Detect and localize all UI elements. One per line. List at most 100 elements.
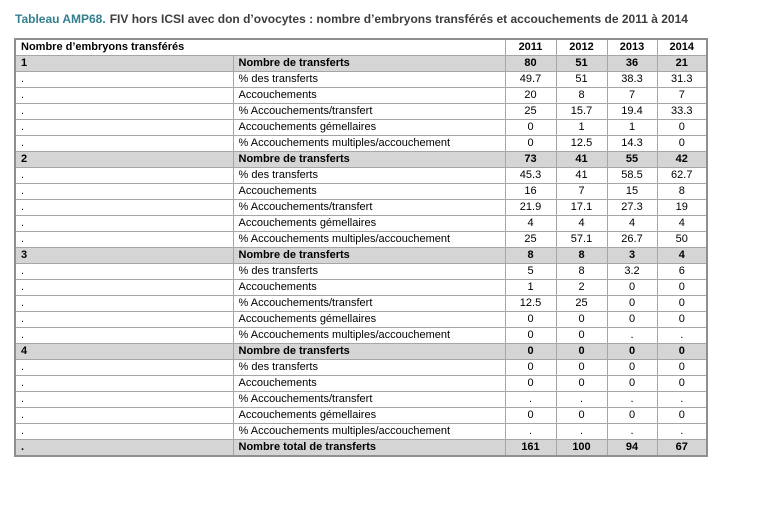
value-cell-2014: 50 — [656, 231, 708, 248]
results-table: Nombre d’embryons transférés 2011 2012 2… — [14, 38, 708, 457]
value-cell-2012: 41 — [555, 151, 608, 168]
table-row: .% des transferts 5 8 3.2 6 — [14, 263, 708, 280]
metric-label-cell: Accouchements — [232, 183, 506, 200]
value-cell-2014: 0 — [656, 119, 708, 136]
value-cell-2013: 15 — [606, 183, 658, 200]
value-cell-2011: 45.3 — [504, 167, 557, 184]
group-number-cell: . — [14, 311, 234, 328]
value-cell-2013: . — [606, 423, 658, 440]
value-cell-2014: 42 — [656, 151, 708, 168]
value-cell-2013: 36 — [606, 55, 658, 72]
table-row: . Accouchements 0 0 0 0 — [14, 375, 708, 392]
value-cell-2011: 1 — [504, 279, 557, 296]
value-cell-2014: 62.7 — [656, 167, 708, 184]
table-row: .% des transferts 0 0 0 0 — [14, 359, 708, 376]
value-cell-2012: 25 — [555, 295, 608, 312]
value-cell-2013: 0 — [606, 311, 658, 328]
value-cell-2011: 25 — [504, 231, 557, 248]
value-cell-2013: . — [606, 391, 658, 408]
value-cell-2012: 0 — [555, 311, 608, 328]
group-number-cell: . — [14, 295, 234, 312]
value-cell-2011: . — [504, 391, 557, 408]
value-cell-2014: 33.3 — [656, 103, 708, 120]
value-cell-2014: 6 — [656, 263, 708, 280]
value-cell-2012: 15.7 — [555, 103, 608, 120]
value-cell-2014: 19 — [656, 199, 708, 216]
value-cell-2011: 21.9 — [504, 199, 557, 216]
table-row: . Accouchements 16 7 15 8 — [14, 183, 708, 200]
value-cell-2012: . — [555, 423, 608, 440]
value-cell-2012: 51 — [555, 55, 608, 72]
metric-label-cell: Accouchements gémellaires — [232, 311, 506, 328]
value-cell-2013: 0 — [606, 279, 658, 296]
value-cell-2012: 12.5 — [555, 135, 608, 152]
metric-label-cell: Accouchements gémellaires — [232, 407, 506, 424]
value-cell-2013: 58.5 — [606, 167, 658, 184]
value-cell-2014: 4 — [656, 215, 708, 232]
value-cell-2014: 0 — [656, 135, 708, 152]
group-number-cell: 3 — [14, 247, 234, 264]
value-cell-2011: 49.7 — [504, 71, 557, 88]
metric-label-cell: Accouchements — [232, 87, 506, 104]
table-group-row: 1 Nombre de transferts 80 51 36 21 — [14, 55, 708, 72]
value-cell-2011: 20 — [504, 87, 557, 104]
value-cell-2011: 0 — [504, 343, 557, 360]
value-cell-2011: 80 — [504, 55, 557, 72]
metric-label-cell: Nombre total de transferts — [232, 439, 506, 457]
metric-label-cell: % Accouchements multiples/accouchement — [232, 423, 506, 440]
value-cell-2011: 0 — [504, 311, 557, 328]
metric-label-cell: Accouchements gémellaires — [232, 215, 506, 232]
group-number-cell: . — [14, 87, 234, 104]
value-cell-2011: 161 — [504, 439, 557, 457]
value-cell-2014: . — [656, 391, 708, 408]
table-row: . Accouchements gémellaires 4 4 4 4 — [14, 215, 708, 232]
value-cell-2011: 12.5 — [504, 295, 557, 312]
table-row: . Accouchements gémellaires 0 0 0 0 — [14, 407, 708, 424]
value-cell-2013: 0 — [606, 343, 658, 360]
value-cell-2012: 7 — [555, 183, 608, 200]
value-cell-2013: 3.2 — [606, 263, 658, 280]
metric-label-cell: Nombre de transferts — [232, 247, 506, 264]
table-row: . Accouchements 1 2 0 0 — [14, 279, 708, 296]
table-title-text: FIV hors ICSI avec don d’ovocytes : nomb… — [109, 12, 688, 26]
value-cell-2013: 4 — [606, 215, 658, 232]
value-cell-2013: 0 — [606, 407, 658, 424]
value-cell-2012: . — [555, 391, 608, 408]
metric-label-cell: Nombre de transferts — [232, 343, 506, 360]
value-cell-2011: . — [504, 423, 557, 440]
value-cell-2012: 0 — [555, 375, 608, 392]
metric-label-cell: % Accouchements/transfert — [232, 295, 506, 312]
value-cell-2013: 0 — [606, 359, 658, 376]
group-number-cell: . — [14, 327, 234, 344]
value-cell-2012: 57.1 — [555, 231, 608, 248]
group-number-cell: . — [14, 439, 234, 457]
value-cell-2014: 0 — [656, 343, 708, 360]
value-cell-2011: 0 — [504, 375, 557, 392]
group-number-cell: . — [14, 279, 234, 296]
value-cell-2014: . — [656, 327, 708, 344]
group-number-cell: . — [14, 167, 234, 184]
value-cell-2013: 1 — [606, 119, 658, 136]
group-number-cell: . — [14, 183, 234, 200]
value-cell-2012: 2 — [555, 279, 608, 296]
value-cell-2012: 8 — [555, 87, 608, 104]
value-cell-2014: 0 — [656, 359, 708, 376]
report-title: Tableau AMP68. FIV hors ICSI avec don d’o… — [15, 12, 758, 26]
value-cell-2011: 8 — [504, 247, 557, 264]
value-cell-2013: 55 — [606, 151, 658, 168]
value-cell-2014: 4 — [656, 247, 708, 264]
group-number-cell: . — [14, 119, 234, 136]
report-page: Tableau AMP68. FIV hors ICSI avec don d’o… — [14, 12, 758, 457]
table-row: .% Accouchements multiples/accouchement 2… — [14, 231, 708, 248]
table-row: .% Accouchements/transfert 21.9 17.1 27.3 19 — [14, 199, 708, 216]
table-group-row: 4 Nombre de transferts 0 0 0 0 — [14, 343, 708, 360]
value-cell-2014: 7 — [656, 87, 708, 104]
group-number-cell: 4 — [14, 343, 234, 360]
table-header-row: Nombre d’embryons transférés 2011 2012 2… — [14, 38, 708, 56]
value-cell-2011: 0 — [504, 327, 557, 344]
group-number-cell: . — [14, 407, 234, 424]
value-cell-2014: 31.3 — [656, 71, 708, 88]
group-number-cell: 1 — [14, 55, 234, 72]
metric-label-cell: % Accouchements/transfert — [232, 199, 506, 216]
value-cell-2012: 17.1 — [555, 199, 608, 216]
